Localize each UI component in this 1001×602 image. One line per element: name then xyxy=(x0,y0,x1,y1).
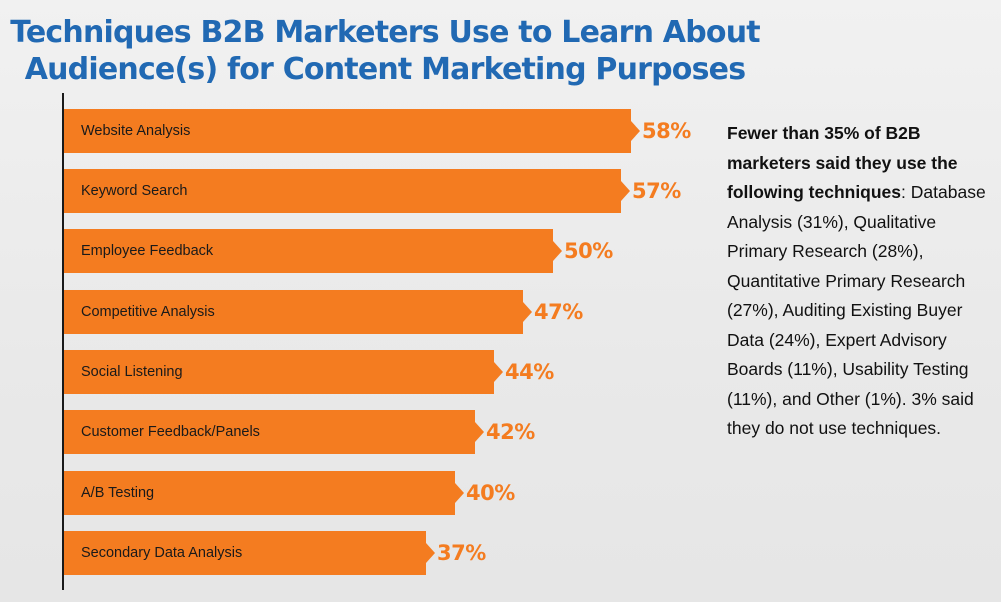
bar xyxy=(64,410,475,454)
bar xyxy=(64,169,621,213)
bar-arrow-tip xyxy=(455,483,464,503)
side-note: Fewer than 35% of B2B marketers said the… xyxy=(727,119,997,444)
bar-label: Website Analysis xyxy=(81,123,191,139)
bar-value: 47% xyxy=(534,300,583,324)
bar xyxy=(64,229,553,273)
side-note-body: Database Analysis (31%), Qualitative Pri… xyxy=(727,182,986,438)
bar-value: 50% xyxy=(564,239,613,263)
bar-arrow-tip xyxy=(523,302,532,322)
bar-arrow-tip xyxy=(553,241,562,261)
bar-label: Employee Feedback xyxy=(81,243,214,259)
chart-title-line-2: Audience(s) for Content Marketing Purpos… xyxy=(24,52,746,87)
bar-arrow-tip xyxy=(426,543,435,563)
bar-label: Social Listening xyxy=(81,364,183,380)
bar xyxy=(64,109,631,153)
bar-label: Secondary Data Analysis xyxy=(81,545,243,561)
bar xyxy=(64,290,523,334)
bar xyxy=(64,471,455,515)
chart-title: Techniques B2B Marketers Use to Learn Ab… xyxy=(0,14,770,88)
bar-row: A/B Testing 40% xyxy=(64,471,515,515)
side-note-heading: Fewer than 35% of B2B marketers said the… xyxy=(727,123,958,202)
bar xyxy=(64,350,494,394)
bar-value: 57% xyxy=(632,179,681,203)
bar-value: 42% xyxy=(486,420,535,444)
bar-row: Secondary Data Analysis 37% xyxy=(64,531,486,575)
bar xyxy=(64,531,426,575)
side-note-colon: : xyxy=(901,182,906,202)
bar-value: 37% xyxy=(437,541,486,565)
bar-row: Competitive Analysis 47% xyxy=(64,290,583,334)
bar-label: A/B Testing xyxy=(81,485,155,501)
bar-value: 58% xyxy=(642,119,691,143)
bar-arrow-tip xyxy=(475,422,484,442)
bar-row: Employee Feedback 50% xyxy=(64,229,613,273)
bar-label: Customer Feedback/Panels xyxy=(81,424,260,440)
bar-label: Keyword Search xyxy=(81,183,188,199)
y-axis-line xyxy=(62,93,64,590)
bar-row: Website Analysis 58% xyxy=(64,109,691,153)
bar-arrow-tip xyxy=(621,181,630,201)
bar-arrow-tip xyxy=(631,121,640,141)
bar-arrow-tip xyxy=(494,362,503,382)
bar-row: Customer Feedback/Panels 42% xyxy=(64,410,535,454)
chart-title-line-1: Techniques B2B Marketers Use to Learn Ab… xyxy=(10,15,760,50)
bar-value: 40% xyxy=(466,481,515,505)
bar-value: 44% xyxy=(505,360,554,384)
bar-label: Competitive Analysis xyxy=(81,304,215,320)
bar-row: Social Listening 44% xyxy=(64,350,554,394)
bar-row: Keyword Search 57% xyxy=(64,169,681,213)
